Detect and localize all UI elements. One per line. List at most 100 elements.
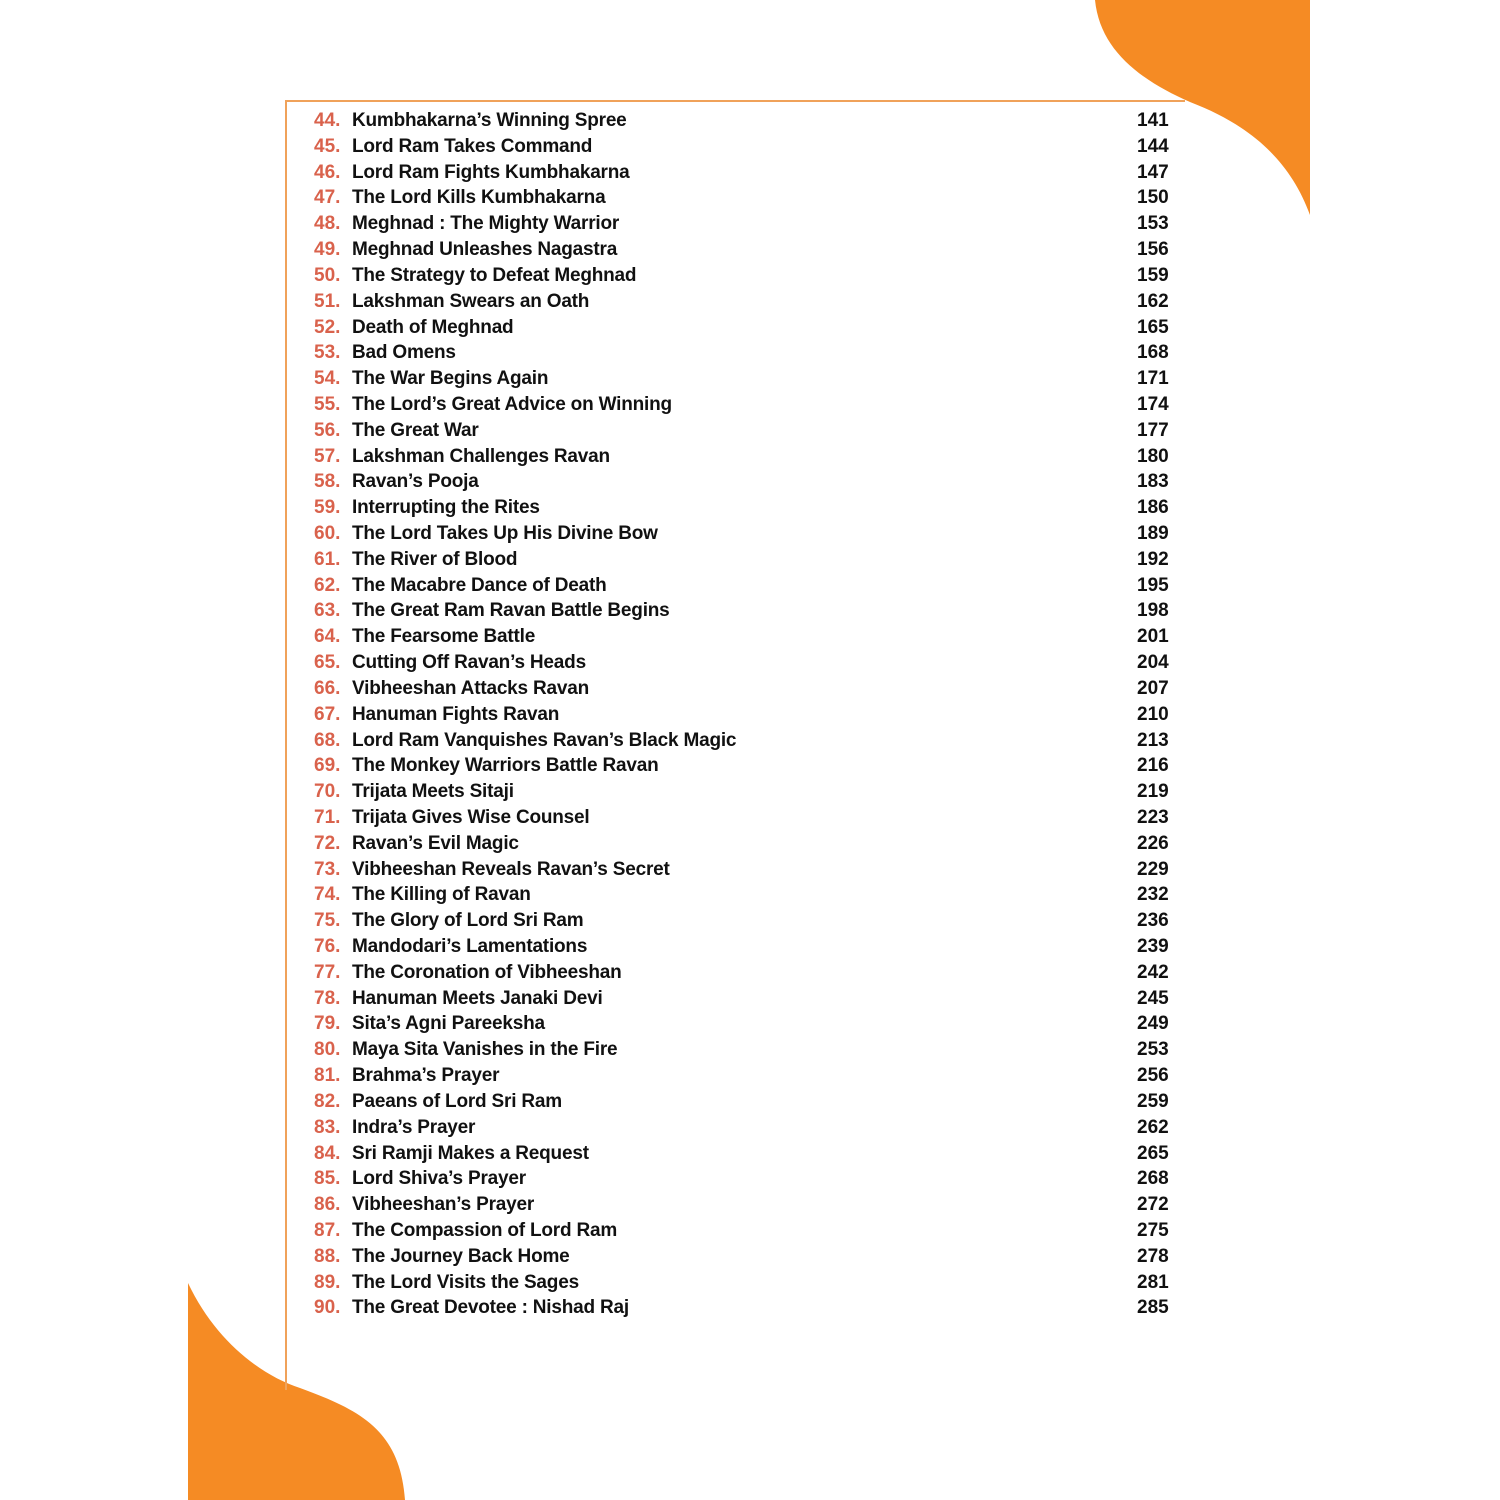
chapter-title: Hanuman Fights Ravan	[352, 703, 560, 725]
page-number: 141	[1137, 110, 1169, 131]
toc-entry: 67. Hanuman Fights Ravan 210	[314, 702, 1194, 728]
toc-entry: 49. Meghnad Unleashes Nagastra 156	[314, 237, 1194, 263]
toc-entry: 44. Kumbhakarna’s Winning Spree 141	[314, 108, 1194, 134]
chapter-title: The Monkey Warriors Battle Ravan	[352, 755, 659, 777]
toc-entry: 60. The Lord Takes Up His Divine Bow 189	[314, 521, 1194, 547]
toc-entry: 90. The Great Devotee : Nishad Raj 285	[314, 1295, 1194, 1321]
chapter-title: Ravan’s Evil Magic	[352, 832, 519, 854]
page-number: 219	[1137, 781, 1169, 803]
chapter-number: 90.	[314, 1297, 341, 1319]
chapter-number: 70.	[314, 781, 341, 803]
chapter-number: 44.	[314, 110, 341, 131]
chapter-number: 83.	[314, 1116, 341, 1138]
chapter-number: 73.	[314, 858, 341, 880]
toc-entry: 78. Hanuman Meets Janaki Devi 245	[314, 986, 1194, 1012]
chapter-title: The Strategy to Defeat Meghnad	[352, 264, 637, 286]
page-number: 232	[1137, 884, 1169, 906]
chapter-number: 64.	[314, 626, 341, 648]
chapter-title: Cutting Off Ravan’s Heads	[352, 652, 586, 674]
toc-entry: 53. Bad Omens 168	[314, 340, 1194, 366]
page-number: 256	[1137, 1065, 1169, 1087]
toc-entry: 70. Trijata Meets Sitaji 219	[314, 779, 1194, 805]
toc-entry: 82. Paeans of Lord Sri Ram 259	[314, 1089, 1194, 1115]
toc-entry: 50. The Strategy to Defeat Meghnad 159	[314, 263, 1194, 289]
toc-entry: 52. Death of Meghnad 165	[314, 315, 1194, 341]
chapter-number: 89.	[314, 1271, 341, 1293]
chapter-number: 48.	[314, 213, 341, 235]
page-number: 177	[1137, 419, 1169, 441]
page-number: 262	[1137, 1116, 1169, 1138]
toc-entry: 76. Mandodari’s Lamentations 239	[314, 934, 1194, 960]
page-number: 180	[1137, 445, 1169, 467]
chapter-number: 58.	[314, 471, 341, 493]
chapter-number: 61.	[314, 548, 341, 570]
toc-entry: 54. The War Begins Again 171	[314, 366, 1194, 392]
chapter-title: The River of Blood	[352, 548, 518, 570]
chapter-number: 47.	[314, 187, 341, 209]
chapter-title: Brahma’s Prayer	[352, 1065, 500, 1087]
chapter-number: 76.	[314, 936, 341, 957]
chapter-title: Indra’s Prayer	[352, 1116, 476, 1138]
toc-entry: 69. The Monkey Warriors Battle Ravan 216	[314, 753, 1194, 779]
page-number: 171	[1137, 368, 1169, 390]
chapter-number: 57.	[314, 445, 341, 467]
toc-entry: 84. Sri Ramji Makes a Request 265	[314, 1141, 1194, 1167]
chapter-number: 51.	[314, 290, 341, 312]
chapter-title: The Compassion of Lord Ram	[352, 1219, 618, 1241]
chapter-number: 69.	[314, 755, 341, 777]
chapter-number: 68.	[314, 729, 341, 751]
chapter-title: The War Begins Again	[352, 368, 549, 390]
page-number: 275	[1137, 1219, 1169, 1241]
chapter-number: 85.	[314, 1168, 341, 1190]
table-of-contents: 44. Kumbhakarna’s Winning Spree 141 45. Lord…	[314, 108, 1194, 1321]
toc-entry: 58. Ravan’s Pooja 183	[314, 469, 1194, 495]
chapter-number: 59.	[314, 497, 341, 519]
toc-entry: 73. Vibheeshan Reveals Ravan’s Secret 229	[314, 857, 1194, 883]
chapter-number: 75.	[314, 910, 341, 932]
toc-entry: 72. Ravan’s Evil Magic 226	[314, 831, 1194, 857]
chapter-title: Paeans of Lord Sri Ram	[352, 1090, 562, 1112]
chapter-title: Lakshman Challenges Ravan	[352, 445, 610, 467]
chapter-title: The Coronation of Vibheeshan	[352, 961, 622, 983]
page-number: 168	[1137, 342, 1169, 364]
chapter-number: 77.	[314, 961, 341, 983]
chapter-number: 81.	[314, 1065, 341, 1087]
page-number: 195	[1137, 574, 1169, 596]
chapter-title: The Fearsome Battle	[352, 626, 536, 648]
page-number: 216	[1137, 755, 1169, 777]
page-number: 259	[1137, 1090, 1169, 1112]
toc-entry: 65. Cutting Off Ravan’s Heads 204	[314, 650, 1194, 676]
chapter-title: Lord Ram Takes Command	[352, 135, 593, 157]
toc-entry: 85. Lord Shiva’s Prayer 268	[314, 1166, 1194, 1192]
page-number: 213	[1137, 729, 1169, 751]
chapter-title: The Great Devotee : Nishad Raj	[352, 1297, 629, 1319]
chapter-number: 52.	[314, 316, 341, 338]
frame-left-line	[285, 100, 287, 1390]
chapter-title: Sri Ramji Makes a Request	[352, 1142, 589, 1164]
frame-top-line	[285, 100, 1185, 102]
bottom-left-orange-wave	[188, 1283, 405, 1500]
toc-entry: 86. Vibheeshan’s Prayer 272	[314, 1192, 1194, 1218]
chapter-title: Trijata Meets Sitaji	[352, 781, 514, 803]
chapter-title: The Lord Kills Kumbhakarna	[352, 187, 606, 209]
chapter-title: Bad Omens	[352, 342, 456, 364]
chapter-title: Sita’s Agni Pareeksha	[352, 1013, 545, 1035]
page-number: 201	[1137, 626, 1169, 648]
chapter-number: 66.	[314, 677, 341, 699]
page-number: 165	[1137, 316, 1169, 338]
page-number: 281	[1137, 1271, 1169, 1293]
chapter-number: 80.	[314, 1039, 341, 1061]
chapter-title: Lord Ram Vanquishes Ravan’s Black Magic	[352, 729, 737, 751]
chapter-number: 49.	[314, 239, 341, 261]
chapter-number: 72.	[314, 832, 341, 854]
chapter-number: 74.	[314, 884, 341, 906]
chapter-title: Meghnad Unleashes Nagastra	[352, 239, 618, 261]
page-number: 265	[1137, 1142, 1169, 1164]
chapter-number: 86.	[314, 1194, 341, 1216]
toc-entry: 59. Interrupting the Rites 186	[314, 495, 1194, 521]
chapter-number: 63.	[314, 600, 341, 622]
chapter-title: Vibheeshan Attacks Ravan	[352, 677, 590, 699]
chapter-title: The Great War	[352, 419, 479, 441]
chapter-title: Lord Ram Fights Kumbhakarna	[352, 161, 630, 183]
